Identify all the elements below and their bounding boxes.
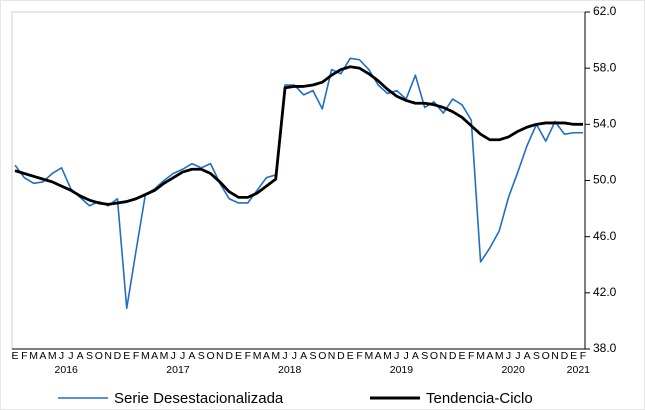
x-tick-label: A xyxy=(524,350,531,362)
x-tick-label: A xyxy=(188,350,195,362)
y-tick-label: 58.0 xyxy=(593,60,617,74)
x-tick-label: M xyxy=(48,350,57,362)
x-tick-label: F xyxy=(21,350,27,362)
y-tick-label: 62.0 xyxy=(593,4,617,18)
x-tick-label: O xyxy=(542,350,550,362)
x-tick-label: S xyxy=(533,350,540,362)
x-tick-label: F xyxy=(356,350,362,362)
x-tick-label: A xyxy=(486,350,493,362)
x-tick-label: O xyxy=(206,350,214,362)
x-tick-label: F xyxy=(580,350,586,362)
legend-label: Serie Desestacionalizada xyxy=(114,390,284,407)
x-tick-label: A xyxy=(39,350,46,362)
x-tick-label: E xyxy=(347,350,354,362)
x-tick-label: D xyxy=(561,350,569,362)
x-tick-label: A xyxy=(412,350,419,362)
x-tick-label: J xyxy=(180,350,185,362)
x-tick-label: E xyxy=(235,350,242,362)
x-tick-label: J xyxy=(394,350,399,362)
x-tick-label: J xyxy=(171,350,176,362)
x-tick-label: A xyxy=(375,350,382,362)
year-label: 2016 xyxy=(55,364,79,376)
x-tick-label: A xyxy=(77,350,84,362)
x-tick-label: A xyxy=(151,350,158,362)
x-tick-label: J xyxy=(403,350,408,362)
x-tick-label: F xyxy=(245,350,251,362)
y-tick-label: 54.0 xyxy=(593,117,617,131)
x-tick-label: M xyxy=(476,350,485,362)
x-tick-label: A xyxy=(300,350,307,362)
x-tick-label: E xyxy=(570,350,577,362)
x-tick-label: M xyxy=(253,350,262,362)
x-tick-label: A xyxy=(263,350,270,362)
x-tick-label: M xyxy=(271,350,280,362)
x-tick-label: D xyxy=(114,350,122,362)
x-tick-label: F xyxy=(468,350,474,362)
legend-label: Tendencia-Ciclo xyxy=(426,390,533,407)
x-tick-label: J xyxy=(282,350,287,362)
x-tick-label: O xyxy=(318,350,326,362)
x-tick-label: D xyxy=(337,350,345,362)
x-tick-label: N xyxy=(216,350,224,362)
x-tick-label: M xyxy=(160,350,169,362)
x-tick-label: O xyxy=(430,350,438,362)
y-tick-label: 42.0 xyxy=(593,285,617,299)
year-label: 2018 xyxy=(278,364,302,376)
x-tick-label: N xyxy=(328,350,336,362)
x-tick-label: S xyxy=(198,350,205,362)
x-tick-label: J xyxy=(506,350,511,362)
x-tick-label: J xyxy=(292,350,297,362)
year-label: 2019 xyxy=(390,364,414,376)
x-tick-label: M xyxy=(29,350,38,362)
x-tick-label: O xyxy=(95,350,103,362)
year-label: 2017 xyxy=(166,364,190,376)
x-tick-label: M xyxy=(364,350,373,362)
y-tick-label: 46.0 xyxy=(593,229,617,243)
x-tick-label: E xyxy=(123,350,130,362)
series-line xyxy=(14,65,583,206)
x-tick-label: M xyxy=(383,350,392,362)
y-tick-label: 38.0 xyxy=(593,341,617,355)
year-label: 2021 xyxy=(567,364,591,376)
x-tick-label: S xyxy=(86,350,93,362)
x-tick-label: N xyxy=(104,350,112,362)
x-tick-label: J xyxy=(59,350,64,362)
x-tick-label: F xyxy=(133,350,139,362)
x-tick-label: E xyxy=(11,350,18,362)
x-tick-label: M xyxy=(141,350,150,362)
x-tick-label: D xyxy=(225,350,233,362)
year-label: 2020 xyxy=(501,364,525,376)
x-tick-label: J xyxy=(515,350,520,362)
x-tick-label: S xyxy=(309,350,316,362)
x-tick-label: N xyxy=(551,350,559,362)
x-tick-label: M xyxy=(495,350,504,362)
x-tick-label: E xyxy=(458,350,465,362)
x-tick-label: J xyxy=(68,350,73,362)
x-tick-label: N xyxy=(440,350,448,362)
x-tick-label: D xyxy=(449,350,457,362)
x-tick-label: S xyxy=(421,350,428,362)
y-tick-label: 50.0 xyxy=(593,173,617,187)
